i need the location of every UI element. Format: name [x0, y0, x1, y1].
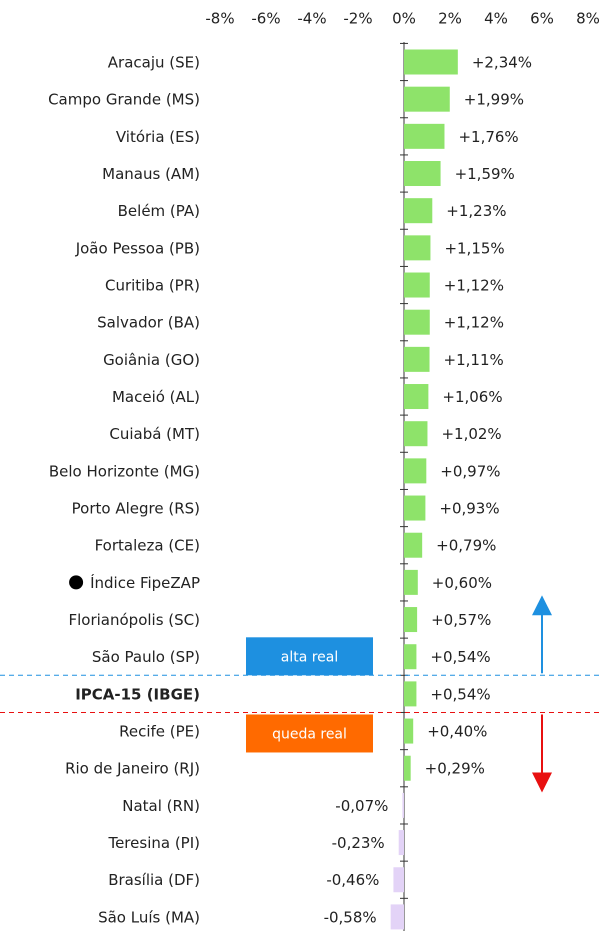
value-label: +1,23% — [446, 202, 506, 220]
annotation-text: alta real — [281, 649, 339, 665]
bar — [404, 681, 417, 707]
value-label: +1,12% — [444, 277, 504, 295]
category-label: Índice FipeZAP — [90, 573, 200, 592]
value-label: +0,57% — [431, 611, 491, 629]
value-label: -0,23% — [332, 834, 385, 852]
annotation-box — [246, 714, 373, 753]
category-label: Aracaju (SE) — [108, 54, 200, 72]
annotation-box — [246, 637, 373, 676]
value-label: +2,34% — [472, 54, 532, 72]
value-label: +1,06% — [442, 388, 502, 406]
bar — [404, 755, 411, 781]
value-label: +1,15% — [444, 239, 504, 257]
category-label: Campo Grande (MS) — [48, 91, 200, 109]
bar — [398, 830, 404, 856]
value-label: +0,54% — [430, 648, 490, 666]
value-label: -0,07% — [335, 797, 388, 815]
category-label: Brasília (DF) — [108, 871, 200, 889]
category-label: Vitória (ES) — [116, 128, 200, 146]
category-label: Natal (RN) — [122, 797, 200, 815]
category-label: São Luís (MA) — [98, 908, 200, 926]
bar — [404, 309, 430, 335]
category-label: Cuiabá (MT) — [109, 425, 200, 443]
category-label: Manaus (AM) — [102, 165, 200, 183]
category-label: Porto Alegre (RS) — [72, 500, 200, 518]
value-label: +0,29% — [425, 760, 485, 778]
value-label: +1,11% — [444, 351, 504, 369]
x-tick-label: -8% — [205, 10, 234, 28]
bar — [404, 49, 458, 75]
bar — [404, 86, 450, 112]
bar — [404, 458, 427, 484]
category-label: Belém (PA) — [118, 202, 200, 220]
bar — [404, 421, 428, 447]
category-label: São Paulo (SP) — [92, 648, 200, 666]
x-tick-label: -6% — [251, 10, 280, 28]
category-label: Curitiba (PR) — [105, 277, 200, 295]
value-label: +1,02% — [441, 425, 501, 443]
bar — [402, 792, 404, 818]
annotation-text: queda real — [272, 726, 347, 742]
bar — [390, 904, 404, 930]
x-tick-label: -2% — [343, 10, 372, 28]
bar — [404, 569, 418, 595]
value-label: +1,76% — [458, 128, 518, 146]
bar — [404, 607, 418, 633]
bar — [404, 272, 430, 298]
value-label: +0,93% — [439, 500, 499, 518]
value-label: +0,54% — [430, 685, 490, 703]
value-label: +0,60% — [432, 574, 492, 592]
value-label: +0,79% — [436, 537, 496, 555]
value-label: -0,58% — [324, 908, 377, 926]
category-label: Goiânia (GO) — [103, 351, 200, 369]
value-label: +0,97% — [440, 462, 500, 480]
x-tick-label: -4% — [297, 10, 326, 28]
bar — [404, 198, 433, 224]
value-label: -0,46% — [326, 871, 379, 889]
x-tick-label: 0% — [392, 10, 416, 28]
bar — [404, 718, 414, 744]
category-label: Salvador (BA) — [97, 314, 200, 332]
category-label: IPCA-15 (IBGE) — [75, 685, 200, 703]
bar — [404, 123, 445, 149]
category-label: Recife (PE) — [119, 723, 200, 741]
category-label: Fortaleza (CE) — [95, 537, 200, 555]
x-tick-label: 2% — [438, 10, 462, 28]
bar — [404, 346, 430, 372]
x-tick-label: 4% — [484, 10, 508, 28]
bar — [404, 384, 429, 410]
x-tick-label: 8% — [576, 10, 600, 28]
x-tick-label: 6% — [530, 10, 554, 28]
category-label: João Pessoa (PB) — [75, 239, 200, 257]
bar — [404, 161, 441, 187]
category-label: Teresina (PI) — [107, 834, 200, 852]
category-label: Maceió (AL) — [112, 388, 200, 406]
value-label: +1,12% — [444, 314, 504, 332]
value-label: +1,59% — [455, 165, 515, 183]
bar — [404, 495, 426, 521]
bar — [404, 532, 423, 558]
category-label: Florianópolis (SC) — [69, 611, 201, 629]
value-label: +0,40% — [427, 723, 487, 741]
category-label: Rio de Janeiro (RJ) — [65, 760, 200, 778]
marker — [69, 575, 84, 590]
bar — [404, 235, 431, 261]
value-label: +1,99% — [464, 91, 524, 109]
category-label: Belo Horizonte (MG) — [49, 462, 200, 480]
bar — [404, 644, 417, 670]
bar — [393, 867, 404, 893]
